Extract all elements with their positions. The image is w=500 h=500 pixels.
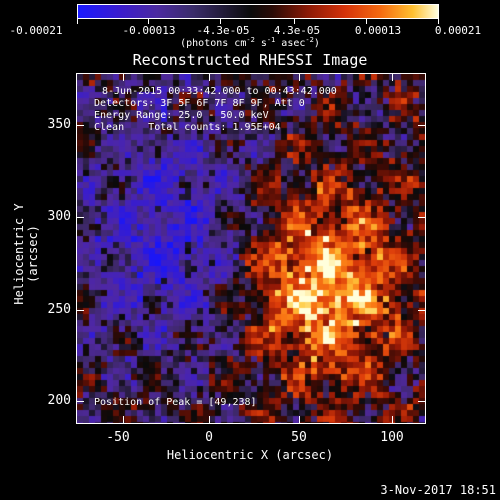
colorbar-label: -0.00021 (9, 24, 63, 37)
rhessi-image-canvas (77, 74, 425, 423)
info-detectors: Detectors: 3F 5F 6F 7F 8F 9F, Att 0 (94, 98, 305, 109)
colorbar-label: 0.00013 (354, 24, 402, 37)
colorbar-labels: -0.00021 -0.00013 -4.3e-05 4.3e-05 0.000… (0, 24, 500, 38)
footer-timestamp: 3-Nov-2017 18:51 (380, 483, 496, 497)
info-peak-position: Position of Peak = [49,238] (94, 397, 257, 408)
y-axis-label: Heliocentric Y (arcsec) (12, 203, 40, 305)
colorbar-label: 4.3e-05 (273, 24, 321, 37)
rhessi-image-plot (76, 73, 426, 424)
x-tick-label: 0 (205, 430, 213, 445)
info-energy-range: Energy Range: 25.0 - 50.0 keV (94, 110, 269, 121)
y-tick-label: 350 (47, 117, 71, 132)
y-tick-label: 300 (47, 209, 71, 224)
y-tick-label: 250 (47, 302, 71, 317)
colorbar-unit: (photons cm-2 s-1 asec-2) (180, 36, 320, 49)
colorbar (77, 4, 439, 19)
image-title: Reconstructed RHESSI Image (132, 51, 368, 69)
colorbar-label: 0.00021 (434, 24, 482, 37)
colorbar-label: -0.00013 (122, 24, 176, 37)
y-tick-label: 200 (47, 393, 71, 408)
info-time-range: 8-Jun-2015 00:33:42.000 to 00:43:42.000 (102, 86, 337, 97)
x-axis-label: Heliocentric X (arcsec) (166, 448, 334, 462)
x-tick-label: -50 (106, 430, 130, 445)
colorbar-label: -4.3e-05 (196, 24, 250, 37)
x-tick-label: 50 (291, 430, 307, 445)
info-clean-counts: Clean Total counts: 1.95E+04 (94, 122, 281, 133)
x-tick-label: 100 (380, 430, 404, 445)
colorbar-ticks (77, 19, 439, 25)
